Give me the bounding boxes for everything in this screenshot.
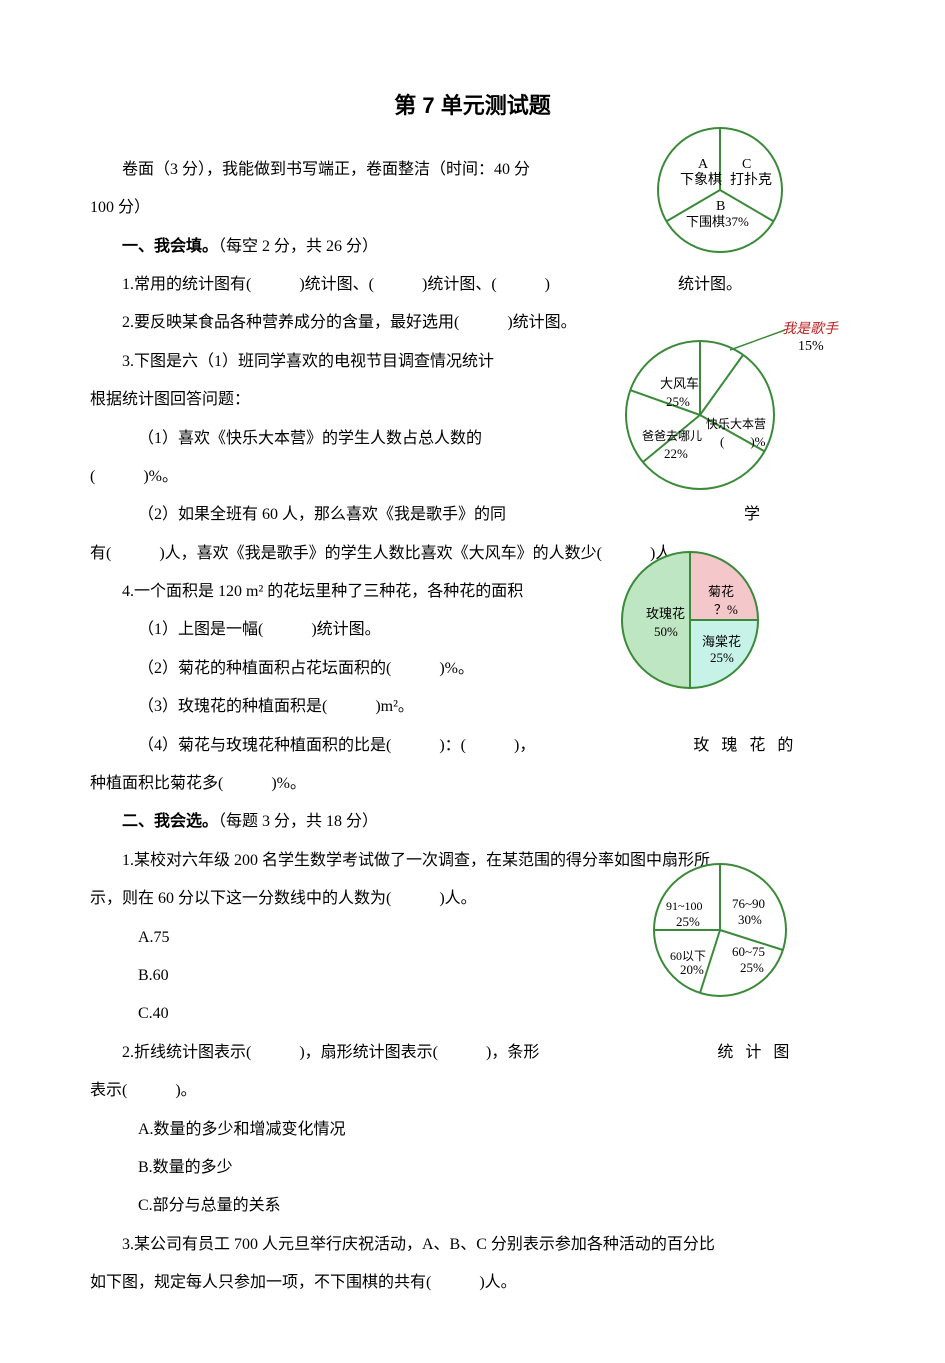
chart3-s2-p: 25% <box>710 650 734 665</box>
chart2-ext-label: 我是歌手 <box>782 321 839 337</box>
chart1-B: B <box>716 199 725 214</box>
chart2-s2-l: 爸爸去哪儿 <box>642 429 702 443</box>
chart1-B2: 下围棋37% <box>686 214 749 229</box>
chart2-ext-pct: 15% <box>798 339 824 354</box>
chart2-s2-p: 22% <box>664 446 688 461</box>
chart2-s0-l: 大风车 <box>660 376 699 391</box>
chart4-s2-n: 60以下 <box>670 949 706 963</box>
chart2-s1-l: 快乐大本营 <box>706 417 766 431</box>
chart4-s3-n: 60~75 <box>732 944 765 959</box>
chart1-C2: 打扑克 <box>730 171 772 188</box>
page: 第 7 单元测试题 A 下象棋 C 打扑克 B 下围棋37% 我是歌 <box>0 0 945 1363</box>
chart4-s0-n: 76~90 <box>732 896 765 911</box>
chart2-group: 我是歌手 15% 大风车 25% 快乐大本营 ( )% 爸爸去哪儿 22% <box>626 321 839 489</box>
chart1-group: A 下象棋 C 打扑克 B 下围棋37% <box>658 128 782 252</box>
chart3-group: 玫瑰花 50% 菊花 ？% 海棠花 25% <box>622 552 758 688</box>
chart4-s0-p: 30% <box>738 912 762 927</box>
chart-activities-pie: A 下象棋 C 打扑克 B 下围棋37% 我是歌手 15% 大风车 25% 快乐… <box>0 0 945 1337</box>
chart4-group: 76~90 30% 91~100 25% 60以下 20% 60~75 25% <box>654 864 786 996</box>
chart4-s1-p: 25% <box>676 914 700 929</box>
chart1-A: A <box>698 157 709 172</box>
chart3-s1-p: ？% <box>714 602 738 617</box>
chart4-s2-p: 20% <box>680 962 704 977</box>
chart4-s3-p: 25% <box>740 960 764 975</box>
chart1-C: C <box>742 157 751 172</box>
chart3-s0-n: 玫瑰花 <box>646 606 685 621</box>
chart3-s0-p: 50% <box>654 624 678 639</box>
chart4-s1-n: 91~100 <box>666 899 703 913</box>
chart2-s0-p: 25% <box>666 394 690 409</box>
chart3-s2-n: 海棠花 <box>702 634 741 649</box>
chart1-A2: 下象棋 <box>680 172 722 188</box>
chart2-s1-p: ( )% <box>720 434 766 449</box>
chart3-s1-n: 菊花 <box>708 584 734 599</box>
